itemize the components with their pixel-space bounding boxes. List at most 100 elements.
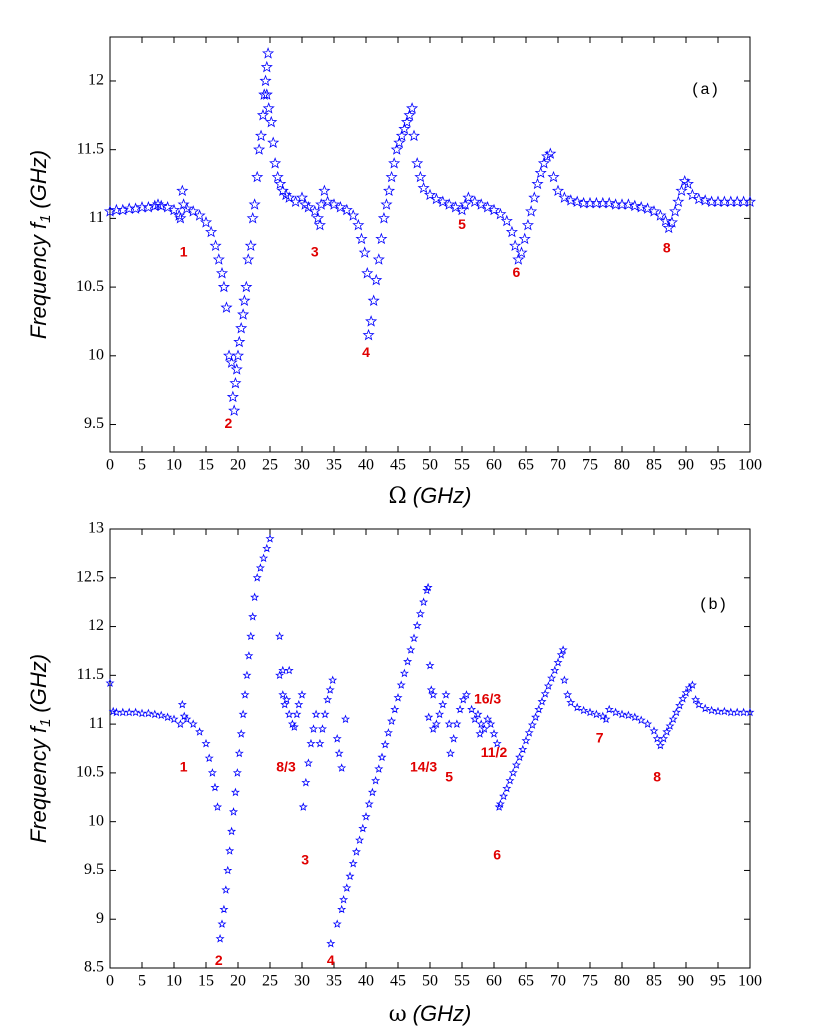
star-marker (617, 709, 627, 719)
y-tick-label: 12 (88, 72, 104, 89)
star-marker (635, 201, 648, 213)
star-marker (531, 177, 544, 190)
star-marker (292, 709, 302, 719)
star-marker (225, 356, 238, 368)
x-tick-label: 25 (262, 457, 278, 474)
x-tick-label: 70 (550, 457, 566, 474)
y-tick-label: 11 (89, 209, 104, 226)
x-tick-label: 35 (326, 457, 342, 474)
star-marker (348, 858, 358, 868)
plot-frame (109, 528, 751, 969)
star-marker (238, 709, 248, 719)
panel: 0 5 10 15 20 25 30 35 40 45 50 55 60 65 70 75 80 85 90 95 10… (26, 36, 762, 509)
star-marker (226, 390, 239, 403)
star-marker (213, 802, 223, 811)
star-marker (470, 714, 480, 724)
star-marker (328, 675, 338, 685)
star-marker (652, 733, 662, 743)
star-marker (603, 196, 616, 209)
star-marker (317, 724, 327, 733)
x-tick-label: 70 (550, 973, 566, 990)
star-marker (217, 280, 230, 293)
annotation: 6 (513, 264, 521, 280)
star-marker (337, 904, 347, 914)
star-marker (215, 933, 225, 943)
star-marker (231, 349, 245, 361)
star-marker (436, 195, 449, 208)
star-marker (298, 802, 308, 811)
star-marker (502, 783, 512, 793)
star-marker (265, 534, 275, 543)
x-tick-label: 75 (582, 457, 598, 474)
x-axis-label: ω (GHz) (389, 1001, 472, 1027)
star-marker (449, 201, 462, 213)
star-marker (511, 760, 521, 769)
x-tick-label: 60 (486, 973, 502, 990)
star-marker (365, 315, 378, 327)
annotation: 16/3 (474, 690, 501, 706)
star-marker (204, 753, 214, 763)
star-marker (409, 633, 419, 643)
star-marker (367, 787, 377, 797)
star-marker (739, 707, 749, 717)
annotation: 11/2 (481, 744, 508, 760)
star-marker (691, 694, 701, 704)
star-marker (255, 129, 268, 142)
star-marker (321, 195, 334, 208)
x-tick-label: 35 (326, 973, 342, 990)
star-marker (374, 764, 384, 773)
star-marker (253, 143, 266, 155)
star-marker (341, 714, 351, 724)
star-marker (274, 177, 287, 190)
star-marker (173, 209, 186, 221)
star-marker (564, 194, 577, 206)
x-tick-label: 15 (198, 457, 214, 474)
star-marker (355, 835, 365, 845)
star-marker (411, 157, 424, 169)
y-tick-label: 9 (96, 910, 104, 927)
star-marker (543, 681, 553, 690)
star-marker (452, 719, 462, 728)
star-marker (271, 170, 284, 183)
star-marker (686, 188, 699, 201)
star-marker (201, 738, 211, 748)
annotation: 7 (596, 729, 604, 745)
x-tick-label: 90 (678, 973, 694, 990)
star-marker (387, 716, 397, 726)
star-marker (260, 60, 273, 73)
star-marker (118, 707, 128, 717)
star-marker (251, 170, 264, 183)
star-marker (352, 218, 365, 231)
star-marker (390, 143, 403, 155)
star-marker (137, 708, 147, 718)
star-marker (280, 699, 290, 709)
star-marker (311, 212, 325, 224)
star-marker (541, 150, 554, 162)
star-marker (275, 670, 285, 680)
star-marker (210, 782, 220, 792)
star-marker (313, 218, 326, 231)
star-marker (665, 216, 678, 228)
star-marker (358, 246, 371, 258)
star-marker (585, 707, 595, 717)
x-axis-symbol: ω (389, 1002, 407, 1027)
star-marker (396, 680, 406, 689)
star-marker (221, 885, 231, 894)
star-marker (284, 709, 294, 719)
star-marker (399, 668, 409, 678)
star-marker (551, 184, 565, 197)
star-marker (508, 768, 518, 777)
star-marker (425, 660, 435, 670)
star-marker (515, 752, 525, 762)
star-marker (282, 694, 292, 704)
star-marker (406, 102, 419, 114)
star-marker (414, 170, 427, 183)
star-marker (500, 214, 513, 227)
star-marker (240, 280, 253, 293)
star-marker (694, 699, 704, 709)
x-tick-label: 80 (614, 973, 630, 990)
star-marker (675, 184, 688, 197)
y-axis-text: Frequency f (26, 220, 51, 339)
star-marker (659, 214, 672, 227)
annotation: 4 (362, 344, 370, 360)
